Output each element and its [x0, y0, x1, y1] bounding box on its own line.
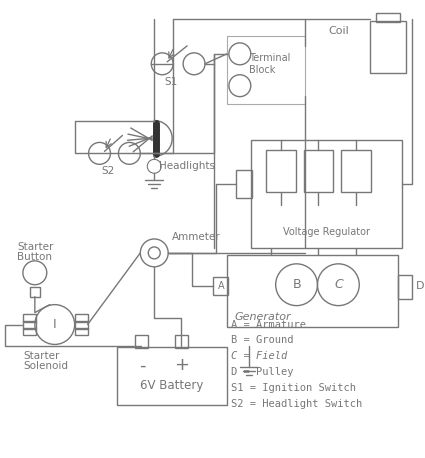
Text: B: B: [292, 278, 301, 291]
Text: Terminal: Terminal: [249, 53, 290, 63]
Text: S1 = Ignition Switch: S1 = Ignition Switch: [231, 383, 356, 393]
Bar: [370, 21, 406, 73]
Text: Starter: Starter: [17, 242, 53, 252]
Bar: [398, 275, 412, 299]
Text: +: +: [175, 356, 190, 374]
Bar: [227, 36, 305, 104]
Text: A = Armature: A = Armature: [231, 320, 306, 330]
Bar: [75, 321, 88, 328]
Bar: [236, 170, 252, 198]
Text: D = Pulley: D = Pulley: [231, 367, 293, 377]
Bar: [23, 314, 36, 322]
Bar: [376, 13, 400, 22]
Bar: [227, 255, 398, 327]
Text: Ammeter: Ammeter: [172, 232, 221, 242]
Text: Headlights: Headlights: [159, 161, 215, 171]
Text: Voltage Regulator: Voltage Regulator: [283, 227, 370, 237]
Bar: [75, 314, 88, 322]
Bar: [23, 327, 36, 335]
Text: C: C: [334, 278, 343, 291]
Text: 6V Battery: 6V Battery: [141, 379, 204, 392]
Bar: [135, 335, 148, 349]
Text: Button: Button: [17, 252, 52, 262]
Text: D: D: [416, 281, 425, 291]
Text: I: I: [53, 318, 57, 331]
Text: Generator: Generator: [235, 311, 292, 322]
Bar: [23, 321, 36, 328]
Text: -: -: [139, 356, 145, 374]
Bar: [251, 141, 402, 248]
Text: Starter: Starter: [23, 351, 59, 361]
Text: S2 = Headlight Switch: S2 = Headlight Switch: [231, 399, 362, 409]
Bar: [30, 287, 40, 297]
Text: C = Field: C = Field: [231, 351, 287, 361]
Bar: [117, 348, 227, 405]
Text: A: A: [218, 281, 224, 291]
Bar: [266, 150, 295, 192]
Bar: [303, 150, 333, 192]
Text: S2: S2: [102, 166, 115, 176]
Text: Block: Block: [249, 65, 275, 75]
Text: Solenoid: Solenoid: [23, 361, 68, 371]
Bar: [175, 335, 188, 349]
Bar: [213, 277, 228, 294]
Bar: [75, 327, 88, 335]
Text: B = Ground: B = Ground: [231, 335, 293, 345]
Text: S1: S1: [164, 76, 178, 87]
Bar: [341, 150, 371, 192]
Text: Coil: Coil: [329, 26, 349, 36]
